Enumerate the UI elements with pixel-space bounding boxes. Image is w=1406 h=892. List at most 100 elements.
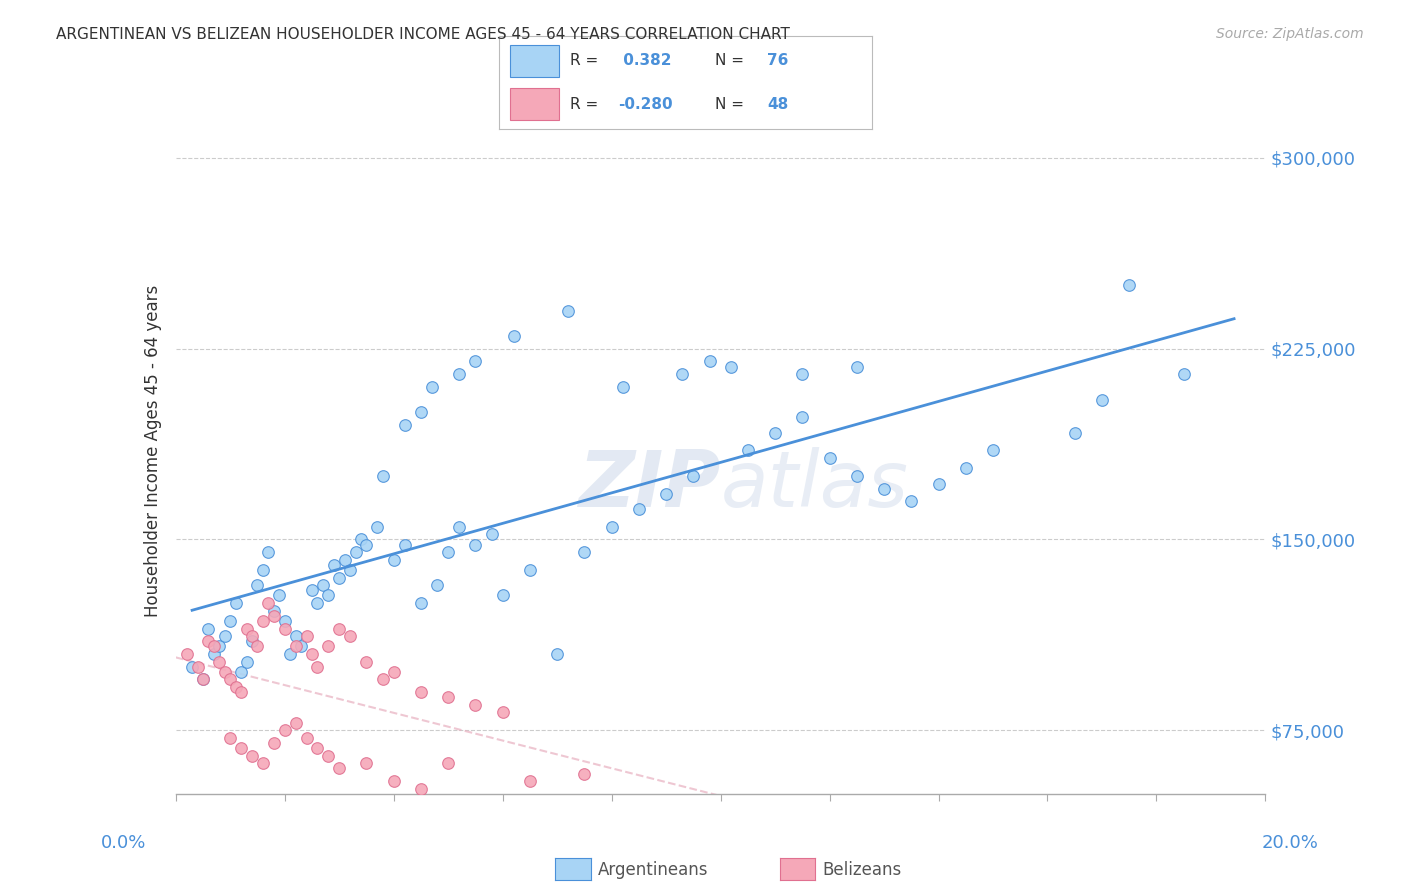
Text: ZIP: ZIP — [578, 447, 721, 523]
Point — [263, 604, 285, 618]
Point — [1091, 392, 1114, 407]
Point — [720, 359, 742, 374]
Point — [394, 538, 416, 552]
Point — [219, 614, 242, 628]
Point — [252, 614, 274, 628]
Point — [792, 410, 814, 425]
Text: N =: N = — [716, 96, 749, 112]
Text: 0.0%: 0.0% — [101, 834, 146, 852]
Point — [655, 486, 678, 500]
Point — [464, 538, 486, 552]
Bar — [510, 45, 558, 77]
Point — [464, 698, 486, 712]
Text: Belizeans: Belizeans — [823, 861, 901, 879]
Point — [356, 655, 378, 669]
Point — [492, 589, 515, 603]
Point — [318, 589, 340, 603]
Point — [240, 629, 263, 643]
Point — [339, 563, 361, 577]
Text: N =: N = — [716, 54, 749, 69]
Point — [339, 629, 361, 643]
Point — [873, 482, 896, 496]
Point — [371, 673, 394, 687]
Point — [284, 715, 307, 730]
Text: 48: 48 — [768, 96, 789, 112]
Point — [763, 425, 786, 440]
Point — [328, 761, 350, 775]
Point — [437, 756, 460, 771]
Point — [481, 527, 503, 541]
Point — [356, 756, 378, 771]
Point — [257, 596, 280, 610]
Point — [426, 578, 449, 592]
Text: 20.0%: 20.0% — [1263, 834, 1319, 852]
Point — [437, 545, 460, 559]
Point — [231, 665, 253, 679]
Point — [955, 461, 977, 475]
Point — [699, 354, 721, 368]
Point — [1063, 425, 1085, 440]
Point — [307, 659, 329, 673]
Point — [845, 469, 868, 483]
Text: 76: 76 — [768, 54, 789, 69]
Point — [176, 647, 198, 661]
Text: -0.280: -0.280 — [619, 96, 673, 112]
Point — [290, 640, 312, 654]
Point — [1118, 278, 1140, 293]
Point — [240, 634, 263, 648]
Point — [263, 608, 285, 623]
Point — [328, 622, 350, 636]
Point — [409, 781, 432, 796]
Point — [371, 469, 394, 483]
Point — [627, 502, 650, 516]
Point — [557, 303, 579, 318]
Point — [449, 367, 471, 381]
Point — [295, 731, 318, 745]
Point — [818, 451, 841, 466]
Point — [208, 640, 231, 654]
Text: R =: R = — [569, 96, 603, 112]
Point — [219, 731, 242, 745]
Point — [344, 545, 367, 559]
Point — [409, 596, 432, 610]
Point — [356, 538, 378, 552]
Point — [274, 614, 297, 628]
Point — [181, 659, 204, 673]
Point — [208, 655, 231, 669]
Point — [671, 367, 693, 381]
Text: atlas: atlas — [721, 447, 908, 523]
Text: R =: R = — [569, 54, 603, 69]
Point — [225, 680, 247, 694]
Point — [274, 622, 297, 636]
Point — [350, 533, 373, 547]
Point — [252, 756, 274, 771]
Point — [574, 766, 596, 780]
Point — [235, 655, 257, 669]
Point — [318, 640, 340, 654]
Point — [394, 417, 416, 432]
Point — [546, 647, 568, 661]
Point — [449, 520, 471, 534]
Point — [284, 640, 307, 654]
Point — [382, 553, 405, 567]
Point — [301, 583, 323, 598]
Point — [219, 673, 242, 687]
Point — [235, 622, 257, 636]
Point — [312, 578, 335, 592]
Point — [225, 596, 247, 610]
Point — [307, 596, 329, 610]
Text: 0.382: 0.382 — [619, 54, 672, 69]
Point — [382, 774, 405, 789]
Point — [492, 706, 515, 720]
Point — [197, 622, 219, 636]
Point — [464, 354, 486, 368]
Point — [278, 647, 301, 661]
Point — [333, 553, 356, 567]
Point — [252, 563, 274, 577]
Point — [322, 558, 344, 572]
Bar — [510, 88, 558, 120]
Point — [502, 329, 524, 343]
Point — [214, 665, 236, 679]
Point — [186, 659, 209, 673]
Point — [191, 673, 214, 687]
